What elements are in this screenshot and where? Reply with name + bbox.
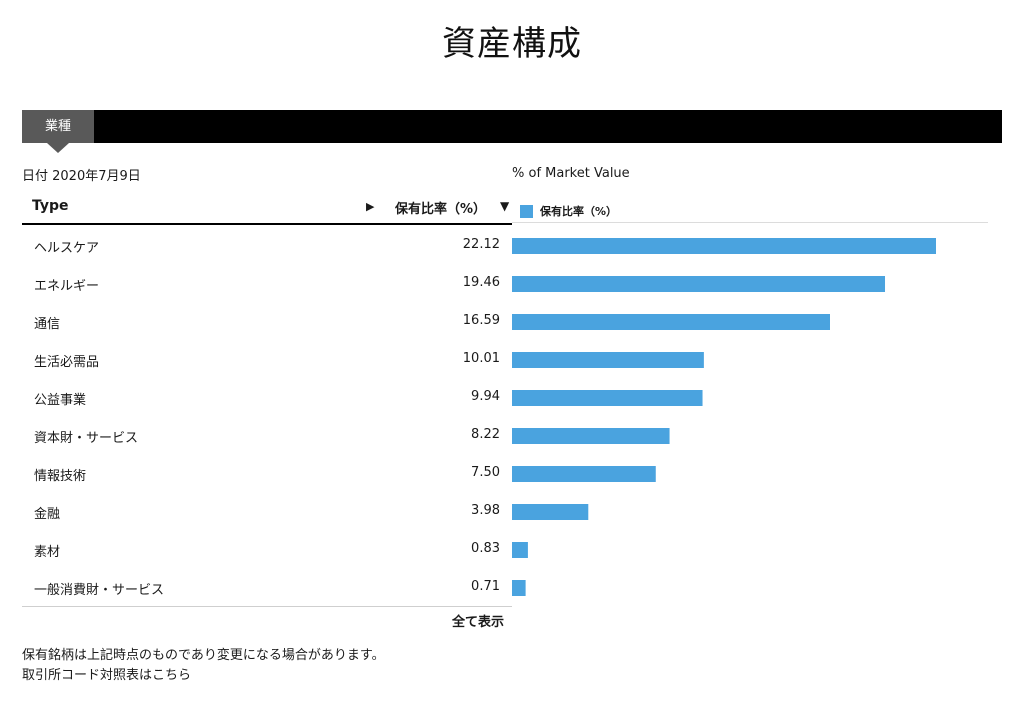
chart-legend: 保有比率（%） xyxy=(512,201,988,223)
exchange-code-link[interactable]: 取引所コード対照表はこちら xyxy=(22,668,192,683)
table-row: 情報技術 7.50 xyxy=(22,455,512,493)
table-row: エネルギー 19.46 xyxy=(22,265,512,303)
row-ratio-value: 16.59 xyxy=(462,313,500,328)
row-sector-name: 生活必需品 xyxy=(34,355,100,370)
show-all-link[interactable]: 全て表示 xyxy=(452,615,505,630)
header-divider xyxy=(22,223,512,225)
row-ratio-value: 8.22 xyxy=(471,427,500,442)
table-row: 通信 16.59 xyxy=(22,303,512,341)
table-row: 資本財・サービス 8.22 xyxy=(22,417,512,455)
bar-5 xyxy=(512,428,670,444)
bar-4 xyxy=(512,390,703,406)
row-sector-name: エネルギー xyxy=(34,279,100,294)
row-sector-name: 通信 xyxy=(34,317,61,332)
row-ratio-value: 19.46 xyxy=(462,275,500,290)
page-title: 資産構成 xyxy=(442,24,582,64)
legend-label: 保有比率（%） xyxy=(540,205,618,218)
bar-8 xyxy=(512,542,528,558)
bar-2 xyxy=(512,314,830,330)
column-header-type: Type xyxy=(32,198,69,214)
tab-sector[interactable]: 業種 xyxy=(22,110,94,143)
row-ratio-value: 9.94 xyxy=(471,389,500,404)
table-row: 生活必需品 10.01 xyxy=(22,341,512,379)
bar-6 xyxy=(512,466,656,482)
row-ratio-value: 3.98 xyxy=(471,503,500,518)
holdings-table: ヘルスケア 22.12 エネルギー 19.46 通信 16.59 生活必需品 10.01 公益事… xyxy=(22,227,512,607)
row-ratio-value: 22.12 xyxy=(462,237,500,252)
bar-7 xyxy=(512,504,589,520)
table-row: 一般消費財・サービス 0.71 xyxy=(22,569,512,607)
row-sector-name: 金融 xyxy=(34,507,61,522)
table-row: 公益事業 9.94 xyxy=(22,379,512,417)
bar-3 xyxy=(512,352,704,368)
table-bottom-divider xyxy=(22,606,512,607)
sort-down-icon[interactable]: ▼ xyxy=(500,199,510,213)
row-sector-name: 公益事業 xyxy=(34,393,87,408)
tab-bar: 業種 xyxy=(22,110,1002,153)
bar-0 xyxy=(512,238,936,254)
disclaimer-note: 保有銘柄は上記時点のものであり変更になる場合があります。 xyxy=(22,648,385,663)
row-ratio-value: 10.01 xyxy=(462,351,500,366)
row-sector-name: 素材 xyxy=(34,545,61,560)
row-ratio-value: 0.83 xyxy=(471,541,500,556)
row-ratio-value: 7.50 xyxy=(471,465,500,480)
table-row: 素材 0.83 xyxy=(22,531,512,569)
play-icon[interactable]: ▶ xyxy=(366,200,375,213)
legend-swatch xyxy=(520,205,533,218)
date-label: 日付 2020年7月9日 xyxy=(22,169,141,184)
column-header-ratio[interactable]: 保有比率（%） xyxy=(395,202,487,217)
bar-9 xyxy=(512,580,526,596)
bar-1 xyxy=(512,276,886,292)
tab-pointer xyxy=(47,143,69,153)
row-sector-name: 情報技術 xyxy=(34,469,87,484)
table-header: Type ▶ 保有比率（%） ▼ xyxy=(22,194,512,222)
table-row: 金融 3.98 xyxy=(22,493,512,531)
bar-chart xyxy=(512,238,936,596)
chart-caption: % of Market Value xyxy=(512,166,630,181)
row-sector-name: ヘルスケア xyxy=(34,241,100,256)
row-ratio-value: 0.71 xyxy=(471,579,500,594)
table-row: ヘルスケア 22.12 xyxy=(22,227,512,265)
row-sector-name: 一般消費財・サービス xyxy=(34,583,165,598)
row-sector-name: 資本財・サービス xyxy=(34,431,139,446)
